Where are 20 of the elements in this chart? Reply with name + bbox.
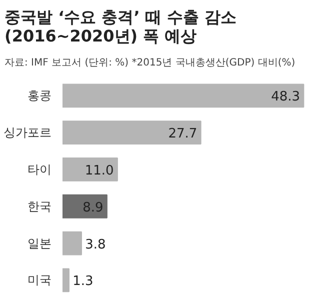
y-tick-label: 홍콩 [28,88,52,103]
bar [62,194,108,218]
y-tick-label: 미국 [28,273,52,288]
data-label: 11.0 [84,163,114,178]
bar [62,231,82,256]
data-label: 48.3 [271,90,300,105]
y-tick-label: 타이 [28,162,52,176]
data-label: 27.7 [168,126,198,142]
chart-title: 중국발 ‘수요 충격’ 때 수출 감소 (2016~2020년) 폭 예상 [4,8,237,46]
chart-subtitle: 자료: IMF 보고서 (단위: %) *2015년 국내총생산(GDP) 대비(%) [4,58,296,68]
bar [62,268,70,292]
data-label: 8.9 [82,200,104,216]
y-tick-label: 싱가포르 [4,126,52,140]
bar [62,120,202,144]
data-label: 3.8 [85,237,106,252]
bar [62,158,118,182]
bar [62,84,304,108]
y-tick-label: 한국 [28,199,52,214]
y-tick-label: 일본 [28,236,52,250]
data-label: 1.3 [72,274,94,290]
